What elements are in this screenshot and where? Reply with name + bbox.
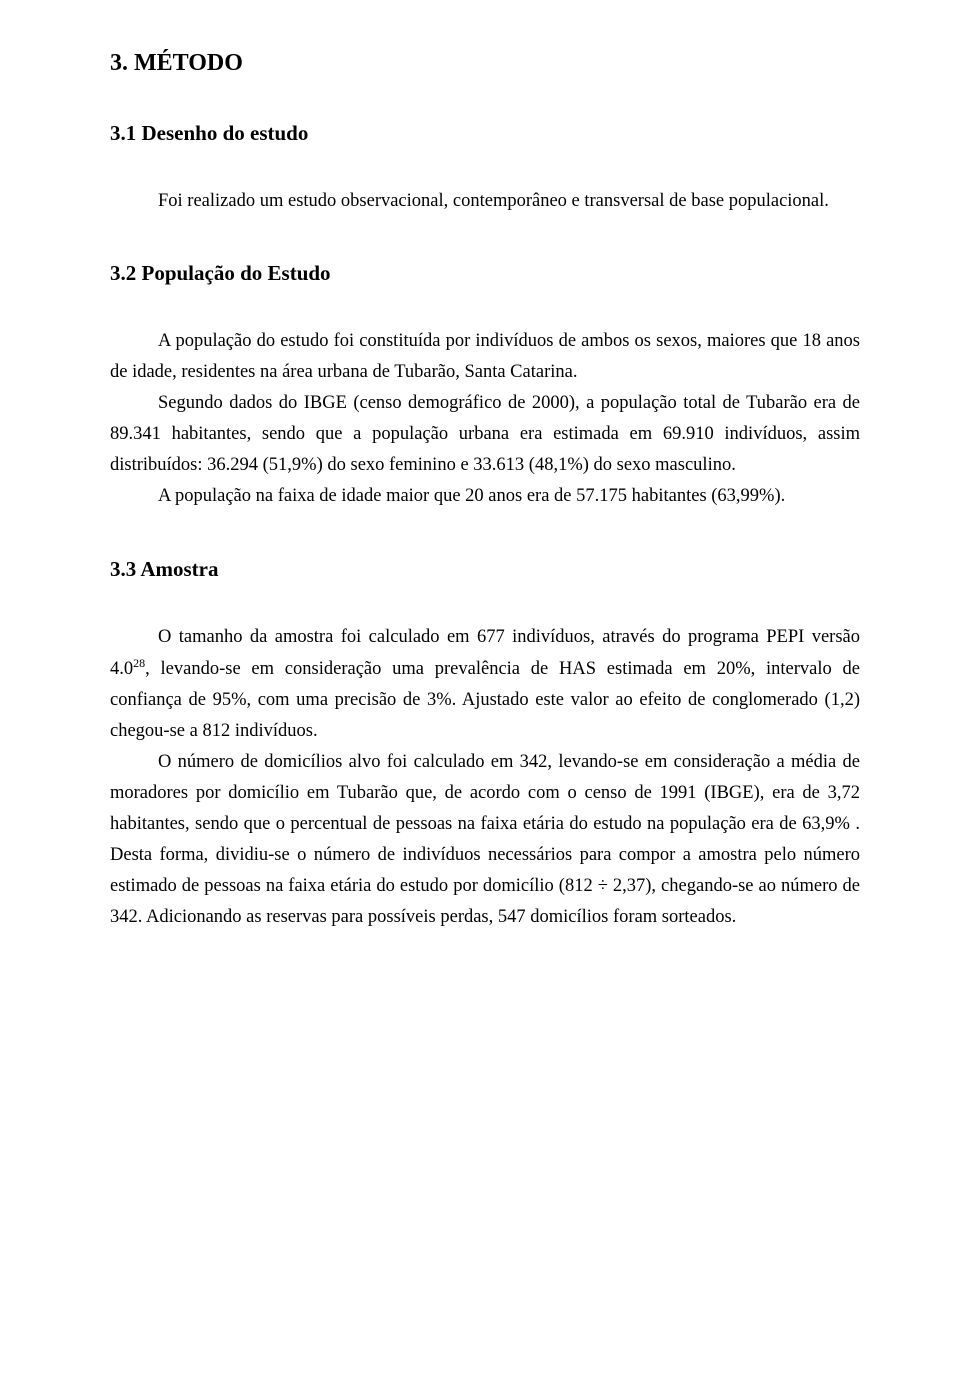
section-3-paragraph-2: O número de domicílios alvo foi calculad… [110, 747, 860, 933]
superscript-ref: 28 [133, 656, 145, 670]
section-1-paragraph-1: Foi realizado um estudo observacional, c… [110, 186, 860, 217]
section-2-paragraph-2: Segundo dados do IBGE (censo demográfico… [110, 388, 860, 481]
section-3-paragraph-1: O tamanho da amostra foi calculado em 67… [110, 622, 860, 747]
section-2-paragraph-1: A população do estudo foi constituída po… [110, 326, 860, 388]
main-title: 3. MÉTODO [110, 50, 860, 77]
p1-text-after-sup: , levando-se em consideração uma prevalê… [110, 659, 860, 741]
section-3-title: 3.3 Amostra [110, 557, 860, 582]
section-2-paragraph-3: A população na faixa de idade maior que … [110, 481, 860, 512]
section-2-title: 3.2 População do Estudo [110, 261, 860, 286]
section-1-title: 3.1 Desenho do estudo [110, 121, 860, 146]
